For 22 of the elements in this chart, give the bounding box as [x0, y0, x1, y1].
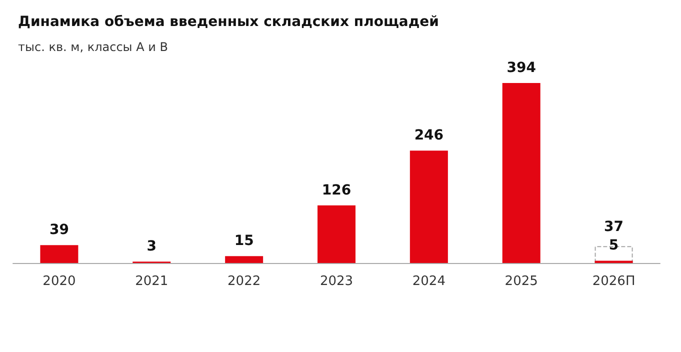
x-tick-label: 2021 — [135, 274, 168, 289]
x-tick-label: 2023 — [320, 274, 354, 289]
bar — [410, 150, 448, 263]
data-label: 37 — [604, 219, 624, 236]
data-label: 246 — [414, 128, 444, 144]
x-tick-label: 2022 — [228, 274, 261, 289]
bar — [40, 245, 78, 263]
data-label: 126 — [322, 182, 352, 198]
x-tick-label: 2024 — [412, 274, 446, 289]
data-label: 39 — [49, 222, 69, 238]
data-label: 3 — [146, 238, 157, 255]
data-label: 394 — [506, 60, 536, 76]
bar — [502, 83, 540, 263]
data-label: 15 — [234, 233, 254, 250]
chart-title: Динамика объема введенных складских площадей — [18, 14, 439, 30]
data-label: 5 — [608, 238, 619, 254]
x-tick-label: 2020 — [42, 274, 76, 289]
x-tick-label: 2025 — [504, 274, 538, 289]
bar — [318, 205, 356, 263]
chart-subtitle: тыс. кв. м, классы А и В — [18, 40, 168, 54]
bar — [225, 256, 264, 263]
x-tick-label: 2026П — [592, 274, 636, 289]
